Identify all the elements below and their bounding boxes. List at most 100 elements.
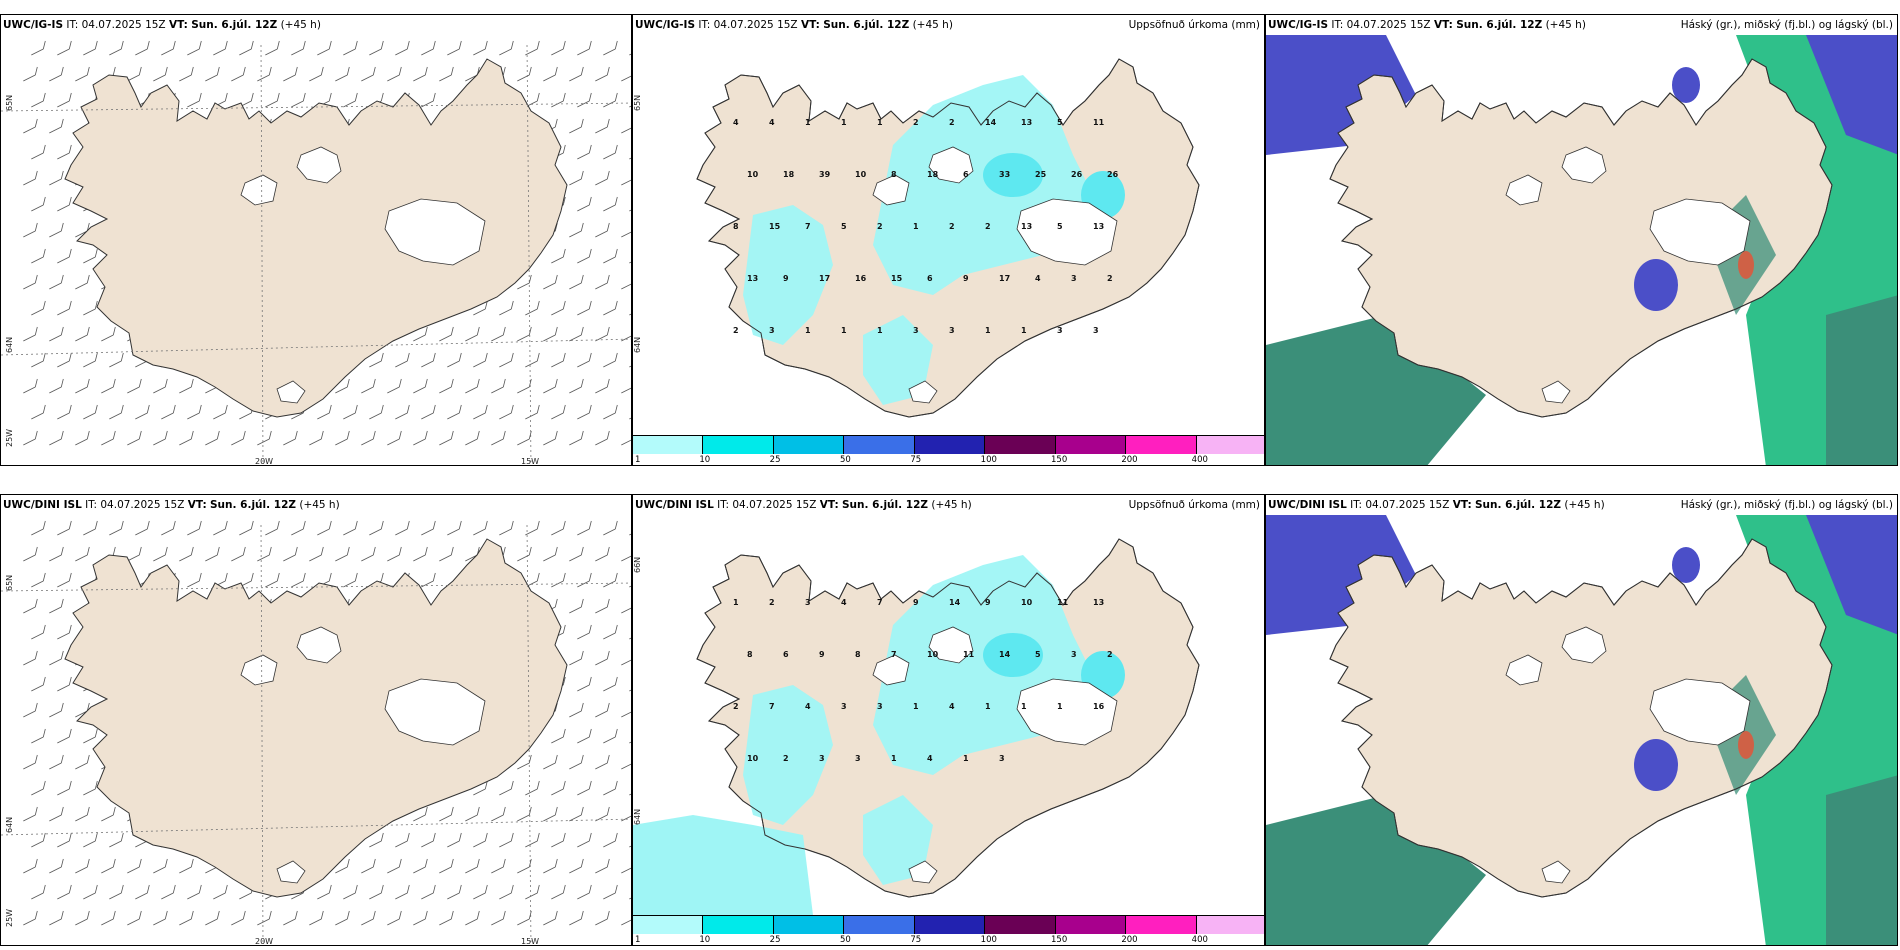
precip-value: 17: [999, 274, 1010, 283]
wind-barb-icon: [595, 222, 610, 238]
wind-barb-icon: [577, 40, 592, 56]
wind-barb-icon: [291, 40, 306, 56]
wind-barb-icon: [187, 520, 202, 536]
precip-value: 7: [769, 702, 775, 711]
wind-barb-icon: [205, 430, 220, 446]
wind-barb-icon: [231, 66, 246, 82]
precip-area: [863, 315, 933, 405]
wind-barb-icon: [491, 858, 506, 874]
precip-value: 18: [927, 170, 939, 179]
wind-barb-icon: [577, 248, 592, 264]
wind-barb-icon: [621, 867, 631, 874]
wind-barb-icon: [603, 404, 618, 420]
lat-label-64n: 64N: [633, 336, 642, 353]
wind-barb-icon: [543, 858, 558, 874]
wind-barb-icon: [395, 832, 410, 848]
wind-barb-icon: [369, 520, 384, 536]
wind-barb-icon: [395, 40, 410, 56]
glacier: [384, 198, 486, 266]
precip-value: 7: [877, 598, 883, 607]
precip-value: 6: [927, 274, 933, 283]
wind-barb-icon: [595, 170, 610, 186]
wind-barb-icon: [83, 404, 98, 420]
wind-barb-icon: [387, 66, 402, 82]
precip-value: 13: [1093, 598, 1104, 607]
wind-barb-icon: [447, 352, 462, 368]
wind-barb-icon: [31, 884, 46, 900]
wind-barb-icon: [83, 40, 98, 56]
precip-value: 4: [769, 118, 775, 127]
wind-barb-icon: [57, 352, 72, 368]
wind-barb-icon: [49, 806, 64, 822]
wind-barb-icon: [413, 546, 428, 562]
wind-barb-icon: [499, 40, 514, 56]
wind-barb-icon: [595, 378, 610, 394]
wind-barb-icon: [75, 546, 90, 562]
wind-barb-icon: [525, 520, 540, 536]
precip-value: 4: [927, 754, 933, 763]
precip-area-sea: [633, 815, 813, 915]
wind-barb-icon: [161, 884, 176, 900]
precip-value: 1: [1057, 702, 1063, 711]
wind-barb-icon: [577, 572, 592, 588]
wind-barb-icon: [569, 170, 584, 186]
wind-barb-icon: [49, 546, 64, 562]
wind-barb-icon: [543, 274, 558, 290]
wind-barb-icon: [621, 335, 631, 342]
wind-barb-icon: [595, 910, 610, 926]
wind-barb-icon: [83, 352, 98, 368]
wind-barb-icon: [577, 676, 592, 692]
wind-barb-icon: [335, 378, 350, 394]
wind-barb-icon: [439, 858, 454, 874]
wind-barb-icon: [153, 430, 168, 446]
meridian: [260, 524, 264, 945]
lat-label-65n: 65N: [5, 574, 14, 591]
panel-title: UWC/IG-IS IT: 04.07.2025 15Z VT: Sun. 6.…: [1268, 19, 1586, 31]
colorbar-label: 100: [980, 455, 997, 465]
precip-value: 39: [819, 170, 831, 179]
wind-barb-icon: [369, 404, 384, 420]
wind-barb-icon: [621, 763, 631, 770]
colorbar-label: 400: [1191, 935, 1208, 945]
wind-barb-icon: [387, 430, 402, 446]
wind-barb-icon: [603, 884, 618, 900]
precip-value: 2: [733, 702, 739, 711]
wind-barb-icon: [317, 40, 332, 56]
precip-value: 25: [1035, 170, 1047, 179]
precip-value: 3: [1071, 650, 1077, 659]
wind-barb-icon: [543, 66, 558, 82]
wind-barb-icon: [187, 884, 202, 900]
colorbar-label: 75: [910, 455, 922, 465]
precip-value: 4: [949, 702, 955, 711]
wind-barb-icon: [551, 520, 566, 536]
wind-barb-icon: [465, 326, 480, 342]
wind-barb-icon: [231, 430, 246, 446]
precip-value: 17: [819, 274, 830, 283]
colorbar-swatch: [773, 916, 845, 934]
wind-barb-icon: [31, 832, 46, 848]
glacier: [1505, 174, 1543, 206]
wind-barb-icon: [413, 66, 428, 82]
lat-label-64n: 64N: [633, 808, 642, 825]
wind-barb-icon: [447, 40, 462, 56]
precip-value: 26: [1107, 170, 1119, 179]
precip-value: 5: [841, 222, 847, 231]
wind-barb-icon: [621, 283, 631, 290]
wind-barb-icon: [75, 858, 90, 874]
wind-barb-icon: [621, 439, 631, 446]
wind-barb-icon: [499, 780, 514, 796]
meridian: [260, 44, 264, 465]
wind-barb-icon: [75, 326, 90, 342]
wind-barb-icon: [57, 404, 72, 420]
wind-barb-icon: [23, 378, 38, 394]
wind-barb-icon: [577, 884, 592, 900]
wind-barb-icon: [595, 66, 610, 82]
panel-title: UWC/IG-IS IT: 04.07.2025 15Z VT: Sun. 6.…: [3, 19, 321, 31]
colorbar-swatch: [914, 916, 986, 934]
wind-barb-icon: [57, 520, 72, 536]
precip-value: 10: [855, 170, 867, 179]
precip-value: 7: [891, 650, 897, 659]
wind-barb-icon: [499, 520, 514, 536]
wind-barb-icon: [257, 66, 272, 82]
precip-panel-top: UWC/IG-IS IT: 04.07.2025 15Z VT: Sun. 6.…: [632, 14, 1265, 466]
